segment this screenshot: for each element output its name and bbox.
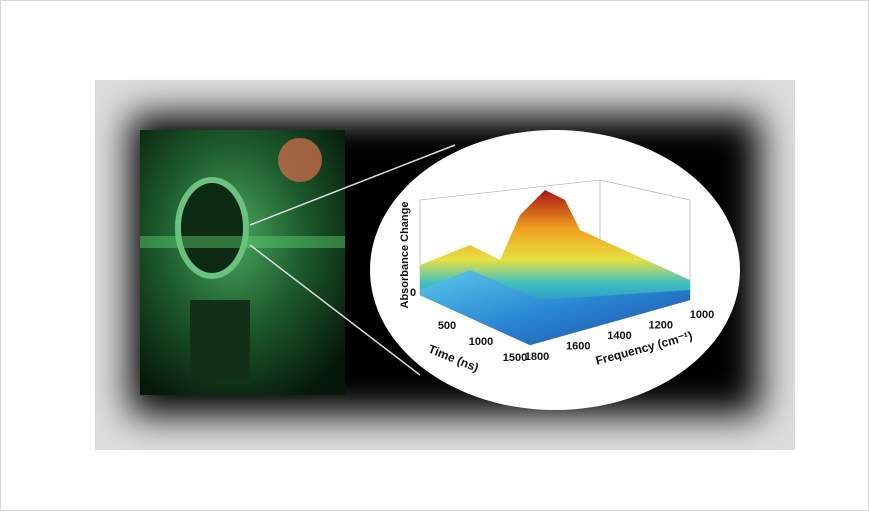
frequency-tick-label: 1600: [566, 341, 590, 353]
time-tick-label: 500: [438, 320, 456, 332]
photo-mount: [190, 300, 250, 380]
figure: Absorbance Change Time (ns) Frequency (c…: [0, 0, 869, 511]
frequency-tick-label: 1400: [607, 330, 631, 342]
time-tick-label: 1500: [503, 352, 527, 364]
photo-mirror: [178, 180, 246, 276]
frequency-tick-label: 1200: [649, 320, 673, 332]
time-tick-label: 1000: [469, 336, 493, 348]
frequency-tick-label: 1000: [690, 309, 714, 321]
photo-lens: [278, 138, 322, 182]
frequency-tick-label: 1800: [525, 351, 549, 363]
z-tick-label: 0: [410, 287, 416, 299]
photo-beam: [140, 236, 345, 248]
